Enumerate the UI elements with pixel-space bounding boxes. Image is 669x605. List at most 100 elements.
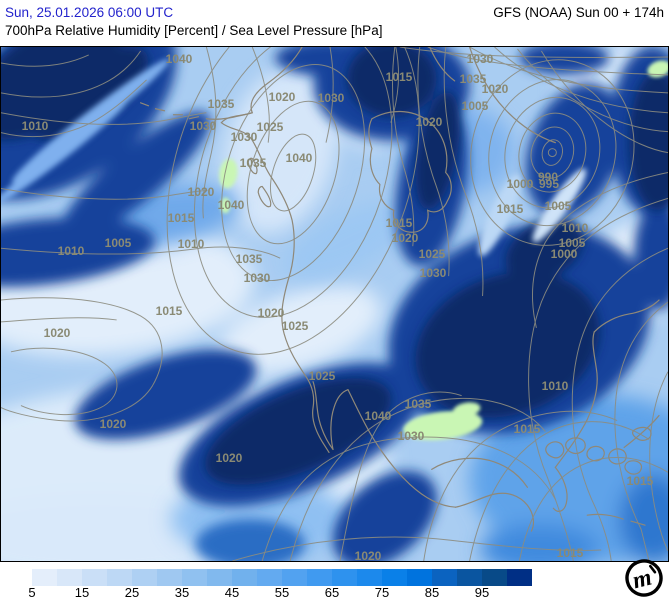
isobar-label: 1020 <box>215 451 243 465</box>
legend-color-segment <box>507 569 532 586</box>
isobar-label: 1030 <box>243 271 271 285</box>
legend-color-segment <box>132 569 157 586</box>
isobar-label-layer: 1040 1035 1010 1030 1020 1015 1015 1020 1030 1025… <box>1 47 668 561</box>
isobar-label: 1025 <box>256 120 284 134</box>
isobar-label: 1035 <box>207 97 235 111</box>
legend-value-label: 5 <box>28 585 36 600</box>
isobar-label: 1020 <box>187 185 215 199</box>
weather-map: 1040 1035 1010 1030 1020 1015 1015 1020 1030 1025… <box>0 46 669 562</box>
legend-color-segment <box>257 569 282 586</box>
legend-color-segment <box>382 569 407 586</box>
isobar-label: 1010 <box>21 119 49 133</box>
isobar-label: 1030 <box>317 91 345 105</box>
isobar-label: 1040 <box>165 52 193 66</box>
isobar-label: 1000 <box>550 247 578 261</box>
isobar-label: 1020 <box>257 306 285 320</box>
legend-value-label: 95 <box>474 585 490 600</box>
legend-color-segment <box>332 569 357 586</box>
legend-color-segment <box>357 569 382 586</box>
isobar-label: 1030 <box>466 52 494 66</box>
logo-circle <box>625 559 663 597</box>
isobar-label: 1020 <box>354 549 382 562</box>
isobar-label: 1025 <box>281 319 309 333</box>
legend-color-segment <box>282 569 307 586</box>
isobar-label: 1020 <box>268 90 296 104</box>
legend-value-labels: 5 15 25 35 45 55 65 75 85 95 <box>0 585 669 600</box>
isobar-label: 1015 <box>513 422 541 436</box>
legend-color-segment <box>482 569 507 586</box>
isobar-label: 1020 <box>43 326 71 340</box>
isobar-contours <box>1 47 668 561</box>
isobar-label: 1010 <box>561 221 589 235</box>
datetime-label: Sun, 25.01.2026 06:00 UTC <box>5 5 174 20</box>
isobar-label: 1040 <box>285 151 313 165</box>
legend-value-label: 45 <box>224 585 240 600</box>
legend-value-label: 65 <box>324 585 340 600</box>
legend-color-segment <box>182 569 207 586</box>
isobar-label: 1005 <box>544 199 572 213</box>
isobar-label: 990 <box>537 170 559 184</box>
legend-color-segment <box>432 569 457 586</box>
isobar-label: 1030 <box>230 130 258 144</box>
isobar-label: 1025 <box>308 369 336 383</box>
isobar-label: 1040 <box>217 198 245 212</box>
isobar-label: 1005 <box>461 99 489 113</box>
legend-color-segment <box>232 569 257 586</box>
isobar-label: 1005 <box>104 236 132 250</box>
legend-color-segment <box>457 569 482 586</box>
legend-color-segment <box>107 569 132 586</box>
isobar-label: 1015 <box>385 216 413 230</box>
coastlines <box>139 47 660 532</box>
legend-value-label: 85 <box>424 585 440 600</box>
model-run-label: GFS (NOAA) Sun 00 + 174h <box>493 5 664 20</box>
parameter-title: 700hPa Relative Humidity [Percent] / Sea… <box>5 23 383 38</box>
legend-color-segment <box>57 569 82 586</box>
isobar-label: 1035 <box>459 72 487 86</box>
isobar-label: 1015 <box>385 70 413 84</box>
isobar-label: 1015 <box>167 211 195 225</box>
brand-logo: m <box>622 556 666 600</box>
isobar-label: 1000 <box>506 177 534 191</box>
isobar-label: 1030 <box>189 119 217 133</box>
legend-color-segment <box>82 569 107 586</box>
legend-value-label: 55 <box>274 585 290 600</box>
legend-value-label: 25 <box>124 585 140 600</box>
isobar-label: 1020 <box>415 115 443 129</box>
isobar-label: 1005 <box>558 236 586 250</box>
isobar-label: 1010 <box>177 237 205 251</box>
header-row: Sun, 25.01.2026 06:00 UTC GFS (NOAA) Sun… <box>5 4 664 21</box>
isobar-label: 1030 <box>397 429 425 443</box>
isobar-label: 1025 <box>418 247 446 261</box>
isobar-label: 1040 <box>364 409 392 423</box>
isobar-label: 1015 <box>626 474 654 488</box>
legend-color-segment <box>207 569 232 586</box>
saturated-humidity-cores <box>1 47 668 485</box>
humidity-streaks <box>1 58 587 257</box>
legend-color-segment <box>307 569 332 586</box>
logo-tick <box>649 564 657 574</box>
isobar-label: 1035 <box>239 156 267 170</box>
isobar-label: 1030 <box>419 266 447 280</box>
isobar-label: 1015 <box>496 202 524 216</box>
legend-color-segment <box>157 569 182 586</box>
isobar-label: 1010 <box>541 379 569 393</box>
isobar-label: 1015 <box>556 546 584 560</box>
legend-color-segment <box>32 569 57 586</box>
isobar-label: 1010 <box>57 244 85 258</box>
isobar-label: 1020 <box>391 231 419 245</box>
isobar-label: 1035 <box>235 252 263 266</box>
isobar-label: 1035 <box>404 397 432 411</box>
low-center-symbol <box>547 148 557 158</box>
isobar-label: 995 <box>538 177 560 191</box>
legend-value-label: 15 <box>74 585 90 600</box>
isobar-label: 1015 <box>155 304 183 318</box>
isobar-label: 1020 <box>99 417 127 431</box>
legend-value-label: 35 <box>174 585 190 600</box>
isobar-label: 1020 <box>481 82 509 96</box>
legend-color-segment <box>407 569 432 586</box>
humidity-pressure-map-graphic <box>1 47 668 561</box>
dry-green-patches <box>219 60 668 441</box>
legend-colorbar <box>32 569 532 586</box>
legend-value-label: 75 <box>374 585 390 600</box>
